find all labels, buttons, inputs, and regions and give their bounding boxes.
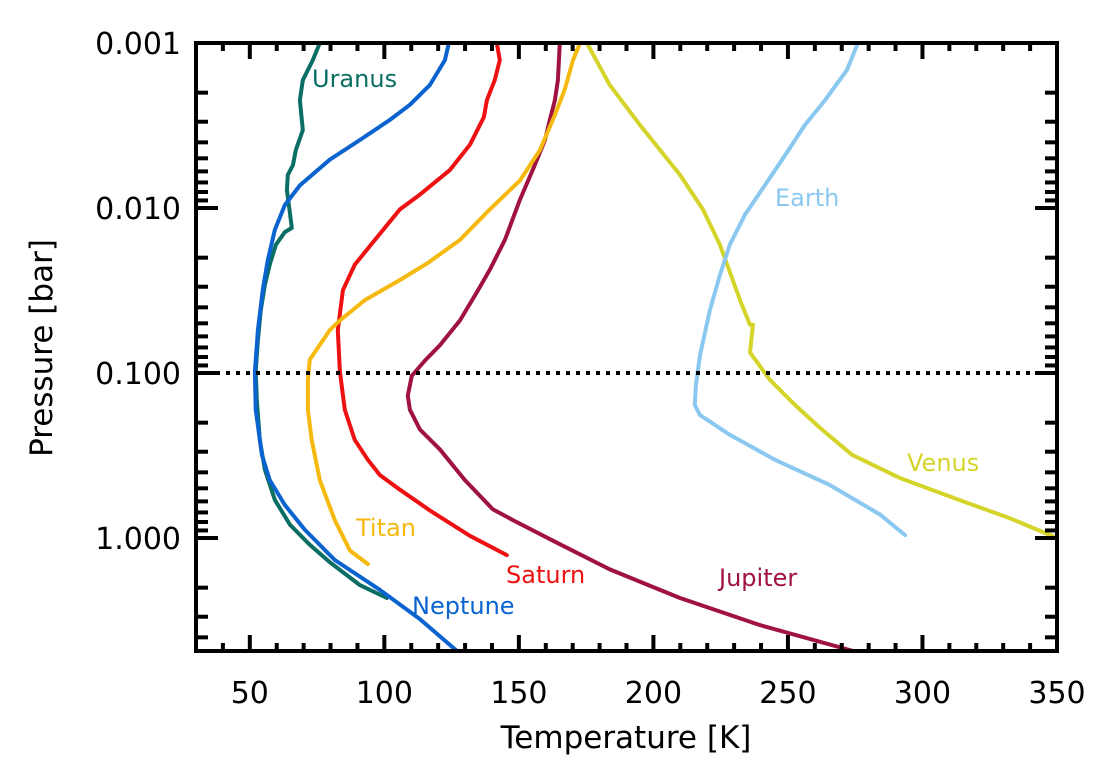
x-tick-label: 50 — [231, 676, 269, 711]
series-line-saturn — [335, 41, 509, 558]
series-label-uranus: Uranus — [312, 65, 397, 93]
series-line-titan — [305, 41, 582, 567]
y-tick-label: 1.000 — [95, 522, 181, 557]
series-layer — [252, 41, 1059, 653]
series-label-titan: Titan — [355, 514, 416, 542]
x-tick-label: 300 — [894, 676, 951, 711]
series-label-venus: Venus — [907, 449, 979, 477]
y-tick-label: 0.100 — [95, 357, 181, 392]
y-tick-label: 0.001 — [95, 27, 181, 62]
series-label-jupiter: Jupiter — [717, 564, 797, 592]
x-tick-label: 250 — [759, 676, 816, 711]
y-tick-label: 0.010 — [95, 192, 181, 227]
y-axis-title: Pressure [bar] — [24, 239, 60, 457]
y-tick-labels: 0.001 0.010 0.100 1.000 — [95, 27, 181, 557]
plot-frame — [194, 41, 1059, 653]
series-label-saturn: Saturn — [506, 561, 585, 589]
series-line-venus — [584, 41, 1059, 540]
series-line-uranus — [253, 41, 389, 600]
series-line-neptune — [252, 41, 459, 653]
x-tick-label: 100 — [356, 676, 413, 711]
x-tick-labels: 50 100 150 200 250 300 350 — [231, 676, 1086, 711]
x-axis-title: Temperature [K] — [500, 720, 752, 756]
series-label-neptune: Neptune — [412, 592, 515, 620]
x-tick-label: 200 — [625, 676, 682, 711]
x-tick-label: 150 — [490, 676, 547, 711]
series-label-earth: Earth — [775, 184, 839, 212]
series-line-earth — [692, 41, 907, 538]
x-tick-label: 350 — [1028, 676, 1085, 711]
